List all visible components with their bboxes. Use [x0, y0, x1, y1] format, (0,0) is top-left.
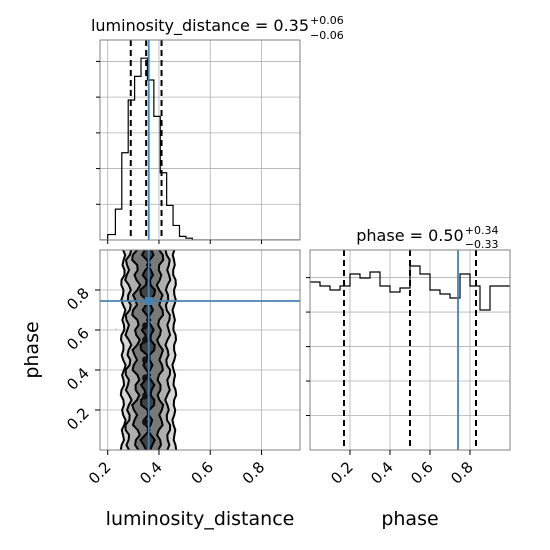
joint-xtick-label-3: 0.8 [239, 458, 269, 488]
contour-right-1 [164, 250, 172, 450]
joint-panel-frame [99, 249, 301, 451]
phase-title-upper: +0.34 [465, 224, 499, 237]
joint-ytick-label-0: 0.2 [63, 404, 93, 434]
joint-ytick-label-2: 0.6 [63, 324, 93, 354]
joint-xtick-label-2: 0.6 [187, 458, 217, 488]
joint-panel: 0.2 0.4 0.6 0.8 0.2 0.4 0.6 0.8 luminosity_dis… [21, 249, 301, 530]
density-peak-1 [142, 392, 148, 400]
contour-right-3 [145, 250, 157, 450]
x-axis-label-phase: phase [381, 508, 438, 530]
phase-title-lower: −0.33 [465, 238, 499, 251]
joint-ytick-label-1: 0.4 [63, 364, 93, 394]
contour-left-3 [139, 250, 152, 450]
density-band-3 [140, 250, 155, 450]
right-xtick-label-0: 0.2 [327, 458, 357, 488]
joint-truth-crosshair [100, 250, 300, 450]
scatter-point [121, 369, 123, 372]
luminosity-distance-quantile-lines [129, 40, 163, 240]
y-axis-label-phase: phase [21, 321, 43, 378]
contour-left-0 [119, 250, 127, 450]
joint-xtick-label-0: 0.2 [85, 458, 115, 488]
joint-truth-marker [144, 297, 153, 305]
x-axis-label-luminosity-distance: luminosity_distance [106, 508, 295, 530]
phase-marginal-panel: 0.2 0.4 0.6 0.8 phase = 0.50 +0.34 −0.33 ph… [306, 224, 511, 530]
luminosity-distance-histogram [100, 57, 300, 240]
luminosity-distance-marginal-panel: luminosity_distance = 0.35 +0.06 −0.06 [91, 14, 344, 244]
density-peak-2 [142, 374, 148, 382]
joint-x-ticks: 0.2 0.4 0.6 0.8 [85, 450, 268, 488]
top-panel-frame [99, 39, 301, 241]
density-peak-3 [142, 356, 148, 364]
contour-left-2 [131, 250, 142, 450]
top-panel-grid [100, 40, 300, 240]
luminosity-distance-title-upper: +0.06 [310, 14, 344, 27]
luminosity-distance-title-lower: −0.06 [310, 29, 344, 42]
contour-left-1 [124, 250, 133, 450]
joint-y-ticks: 0.2 0.4 0.6 0.8 [63, 284, 100, 434]
scatter-point [115, 328, 117, 330]
phase-title: phase = 0.50 [356, 226, 463, 245]
contour-right-0 [171, 250, 178, 450]
right-panel-ticks: 0.2 0.4 0.6 0.8 [306, 277, 477, 488]
phase-quantile-lines [343, 250, 477, 450]
right-xtick-label-1: 0.4 [367, 458, 397, 488]
density-peak-5 [142, 322, 148, 330]
right-xtick-label-3: 0.8 [447, 458, 477, 488]
right-xtick-label-2: 0.6 [407, 458, 437, 488]
luminosity-distance-title: luminosity_distance = 0.35 [91, 16, 309, 36]
right-panel-frame [309, 249, 511, 451]
contour-right-2 [155, 250, 165, 450]
joint-xtick-label-1: 0.4 [136, 458, 166, 488]
top-panel-ticks [96, 60, 263, 244]
joint-ytick-label-3: 0.8 [63, 284, 93, 314]
density-peak-4 [142, 336, 148, 344]
density-peak-0 [142, 418, 148, 426]
